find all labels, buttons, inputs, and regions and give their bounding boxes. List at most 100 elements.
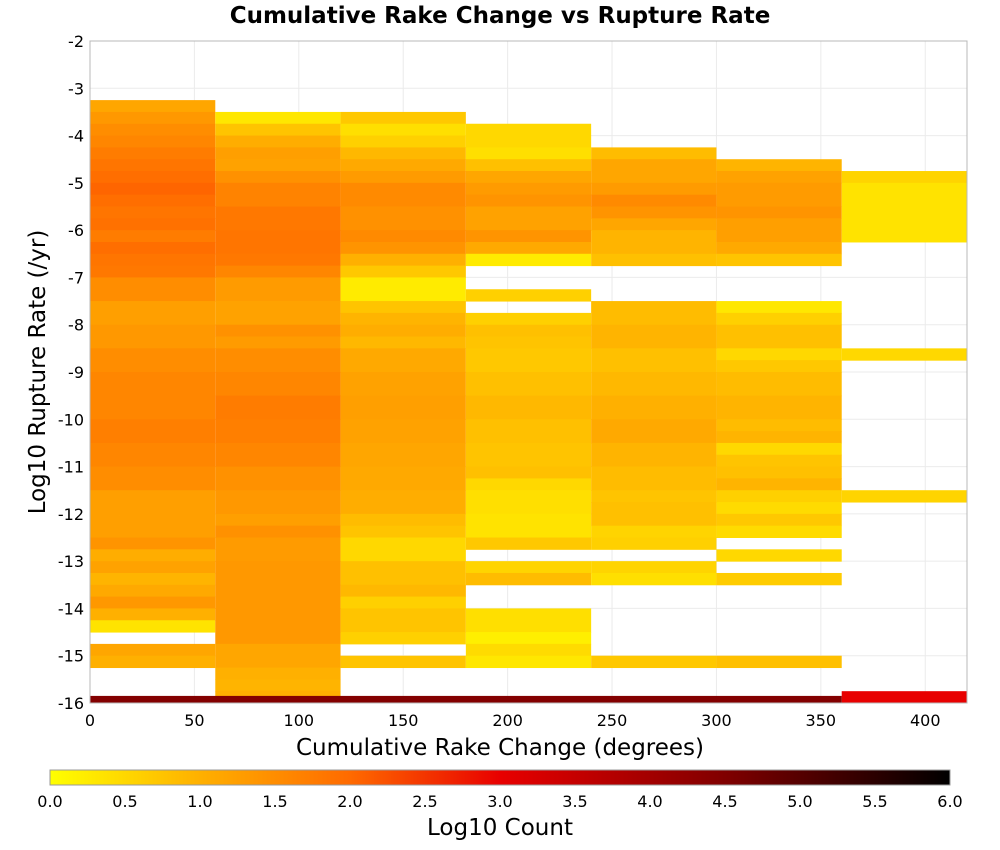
heatmap-cell [215,466,341,491]
heatmap-cell [340,372,466,397]
heatmap-cell [465,312,592,326]
x-tick-label: 350 [806,711,837,730]
heatmap-cell [716,513,842,527]
heatmap-cell [340,632,466,645]
heatmap-cell [90,572,216,586]
heatmap-cell [215,206,341,231]
heatmap-cell [591,194,717,207]
heatmap-cell [591,206,717,219]
heatmap-cell [591,230,717,255]
heatmap-cell [340,442,466,468]
colorbar-tick-label: 2.5 [412,792,437,811]
colorbar-tick-label: 4.5 [712,792,737,811]
heatmap-cell [465,632,592,645]
colorbar-tick-label: 2.0 [337,792,362,811]
heatmap-cell [716,348,842,361]
heatmap-cell [716,442,842,456]
colorbar-tick-label: 4.0 [637,792,662,811]
heatmap-cell [716,466,842,479]
heatmap-cell [90,111,216,125]
y-tick-label: -13 [58,552,84,571]
heatmap-cell [340,537,466,562]
heatmap-cell [90,442,216,468]
heatmap-cell [90,419,216,444]
heatmap-cell [340,324,466,338]
heatmap-cells [90,100,967,704]
heatmap-cell [591,537,717,550]
heatmap-cell [215,395,341,420]
heatmap-cell [90,206,216,219]
heatmap-cell [90,596,216,609]
heatmap-cell [841,490,967,503]
heatmap-cell [215,513,341,527]
heatmap-cell [90,655,216,669]
colorbar-tick-label: 5.5 [862,792,887,811]
colorbar-ticks: 0.0 0.5 1.0 1.5 2.0 2.5 3.0 3.5 4.0 4.5 5.0 5.5 6.0 [37,792,962,811]
heatmap-cell [90,241,216,255]
heatmap-cell [90,561,216,574]
heatmap-cell [465,442,592,468]
heatmap-cell [90,159,216,172]
colorbar-tick-label: 5.0 [787,792,812,811]
heatmap-cell [215,324,341,338]
colorbar-tick-label: 0.0 [37,792,62,811]
heatmap-cell [465,348,592,373]
heatmap-cell [215,679,341,692]
colorbar-tick-label: 6.0 [937,792,962,811]
heatmap-cell [716,572,842,586]
heatmap-cell [465,241,592,255]
heatmap-cell [716,324,842,349]
heatmap-cell [340,135,466,148]
heatmap-cell [90,695,842,703]
heatmap-cell [465,230,592,243]
heatmap-cell [591,182,717,196]
heatmap-cell [90,620,216,633]
heatmap-cell [591,159,717,184]
heatmap-cell [591,324,717,349]
heatmap-cell [465,123,592,148]
y-axis-ticks: -2 -3 -4 -5 -6 -7 -8 -9 -10 -11 -12 -13 -14 -15 -16 [58,32,84,713]
heatmap-cell [215,419,341,444]
heatmap-cell [465,194,592,207]
heatmap-cell [716,312,842,326]
heatmap-cell [465,608,592,633]
heatmap-cell [465,147,592,160]
heatmap-cell [90,123,216,137]
heatmap-cell [215,265,341,278]
heatmap-cell [716,395,842,420]
heatmap-cell [465,159,592,172]
y-tick-label: -14 [58,599,84,618]
heatmap-cell [340,419,466,444]
x-tick-label: 400 [910,711,941,730]
heatmap-cell [465,182,592,196]
heatmap-cell [340,561,466,586]
heatmap-cell [465,466,592,479]
plot-frame [89,40,968,704]
heatmap-cell [90,265,216,278]
y-axis-label: Log10 Rupture Rate (/yr) [25,230,51,515]
heatmap-cell [90,608,216,621]
heatmap-cell [465,561,592,574]
y-tick-label: -7 [68,268,84,287]
y-tick-label: -15 [58,647,84,666]
heatmap-cell [340,466,466,491]
heatmap-cell [841,691,967,704]
heatmap-cell [591,301,717,326]
heatmap-cell [215,230,341,255]
heatmap-cell [716,182,842,207]
heatmap-cell [340,265,466,278]
heatmap-cell [340,655,466,669]
heatmap-cell [591,442,717,468]
heatmap-cell [215,348,341,373]
heatmap-cell [340,608,466,633]
heatmap-cell [90,147,216,160]
heatmap-cell [340,525,466,538]
heatmap-cell [215,135,341,148]
heatmap-cell [90,348,216,373]
heatmap-cell [215,490,341,515]
heatmap-cell [841,182,967,243]
x-tick-label: 50 [184,711,204,730]
heatmap-cell [465,336,592,349]
x-tick-label: 0 [85,711,95,730]
